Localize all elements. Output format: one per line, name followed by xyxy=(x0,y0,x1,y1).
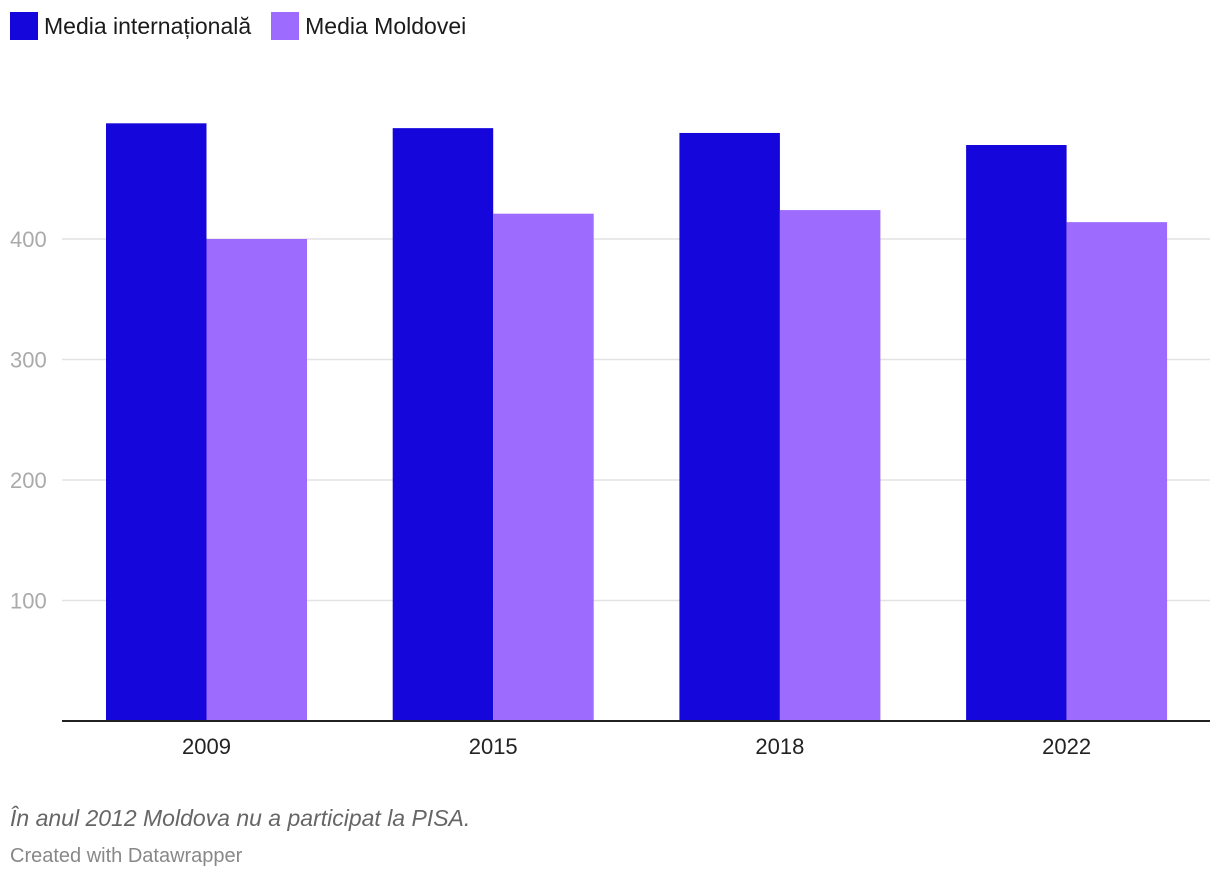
bar-international-2022 xyxy=(966,145,1067,721)
legend-label-moldova: Media Moldovei xyxy=(305,12,467,39)
y-tick-label: 100 xyxy=(10,589,47,614)
bar-moldova-2022 xyxy=(1066,222,1168,721)
y-tick-label: 200 xyxy=(10,468,47,493)
bar-moldova-2009 xyxy=(206,239,307,721)
y-tick-label: 400 xyxy=(10,227,47,252)
y-tick-label: 300 xyxy=(10,348,47,373)
legend-item-moldova: Media Moldovei xyxy=(271,12,466,40)
legend: Media internațională Media Moldovei xyxy=(10,12,486,40)
legend-label-international: Media internațională xyxy=(44,12,252,39)
chart-credit: Created with Datawrapper xyxy=(10,845,243,867)
bar-moldova-2018 xyxy=(779,210,881,721)
x-tick-label: 2022 xyxy=(1042,734,1091,759)
chart-note: În anul 2012 Moldova nu a participat la … xyxy=(10,805,471,831)
bar-international-2015 xyxy=(392,128,494,721)
legend-swatch-international xyxy=(10,12,38,40)
bar-international-2009 xyxy=(106,123,207,721)
legend-swatch-moldova xyxy=(271,12,300,40)
bar-international-2018 xyxy=(679,132,780,721)
x-tick-label: 2009 xyxy=(182,734,231,759)
bar-moldova-2015 xyxy=(493,213,594,721)
x-tick-label: 2018 xyxy=(755,734,804,759)
x-tick-label: 2015 xyxy=(469,734,518,759)
bar-chart: 100 200 300 400 2009 2015 2018 2022 xyxy=(10,123,1210,759)
legend-item-international: Media internațională xyxy=(10,12,251,40)
